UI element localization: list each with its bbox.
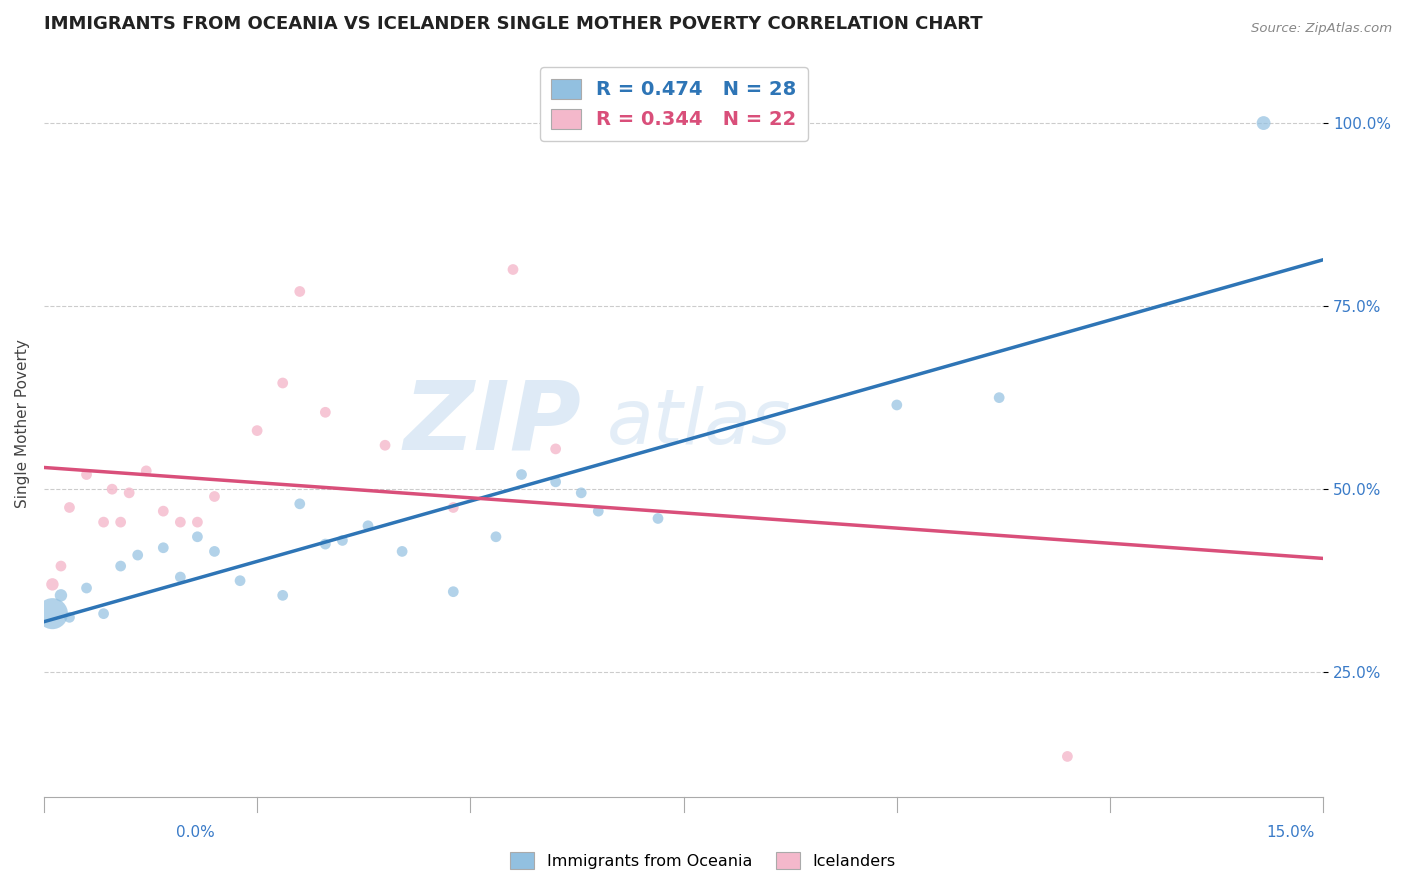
Point — [41, 607, 63, 621]
Point — [391, 544, 413, 558]
Point — [152, 541, 174, 555]
Point — [246, 424, 269, 438]
Point — [1253, 116, 1275, 130]
Point — [76, 581, 98, 595]
Point — [314, 537, 336, 551]
Text: IMMIGRANTS FROM OCEANIA VS ICELANDER SINGLE MOTHER POVERTY CORRELATION CHART: IMMIGRANTS FROM OCEANIA VS ICELANDER SIN… — [44, 15, 983, 33]
Point — [152, 504, 174, 518]
Point — [169, 570, 191, 584]
Point — [271, 588, 294, 602]
Point — [49, 588, 72, 602]
Point — [49, 559, 72, 574]
Point — [288, 497, 311, 511]
Text: Source: ZipAtlas.com: Source: ZipAtlas.com — [1251, 22, 1392, 36]
Point — [204, 490, 226, 504]
Point — [988, 391, 1011, 405]
Point — [374, 438, 396, 452]
Point — [569, 486, 592, 500]
Point — [135, 464, 157, 478]
Point — [357, 518, 380, 533]
Legend: R = 0.474   N = 28, R = 0.344   N = 22: R = 0.474 N = 28, R = 0.344 N = 22 — [540, 67, 808, 141]
Point — [314, 405, 336, 419]
Point — [588, 504, 610, 518]
Point — [41, 577, 63, 591]
Point — [186, 515, 208, 529]
Point — [441, 500, 464, 515]
Point — [93, 607, 115, 621]
Text: 15.0%: 15.0% — [1267, 825, 1315, 840]
Point — [58, 500, 80, 515]
Point — [502, 262, 524, 277]
Point — [544, 475, 567, 489]
Text: 0.0%: 0.0% — [176, 825, 215, 840]
Point — [110, 515, 132, 529]
Text: ZIP: ZIP — [404, 376, 581, 470]
Point — [886, 398, 908, 412]
Point — [1056, 749, 1078, 764]
Point — [186, 530, 208, 544]
Point — [441, 584, 464, 599]
Point — [510, 467, 533, 482]
Point — [58, 610, 80, 624]
Point — [110, 559, 132, 574]
Point — [93, 515, 115, 529]
Point — [76, 467, 98, 482]
Point — [271, 376, 294, 390]
Legend: Immigrants from Oceania, Icelanders: Immigrants from Oceania, Icelanders — [503, 846, 903, 875]
Point — [544, 442, 567, 456]
Point — [229, 574, 252, 588]
Text: atlas: atlas — [607, 386, 792, 460]
Point — [647, 511, 669, 525]
Point — [288, 285, 311, 299]
Point — [485, 530, 508, 544]
Point — [332, 533, 354, 548]
Point — [127, 548, 149, 562]
Point — [169, 515, 191, 529]
Point — [101, 482, 124, 496]
Point — [118, 486, 141, 500]
Point — [204, 544, 226, 558]
Y-axis label: Single Mother Poverty: Single Mother Poverty — [15, 339, 30, 508]
